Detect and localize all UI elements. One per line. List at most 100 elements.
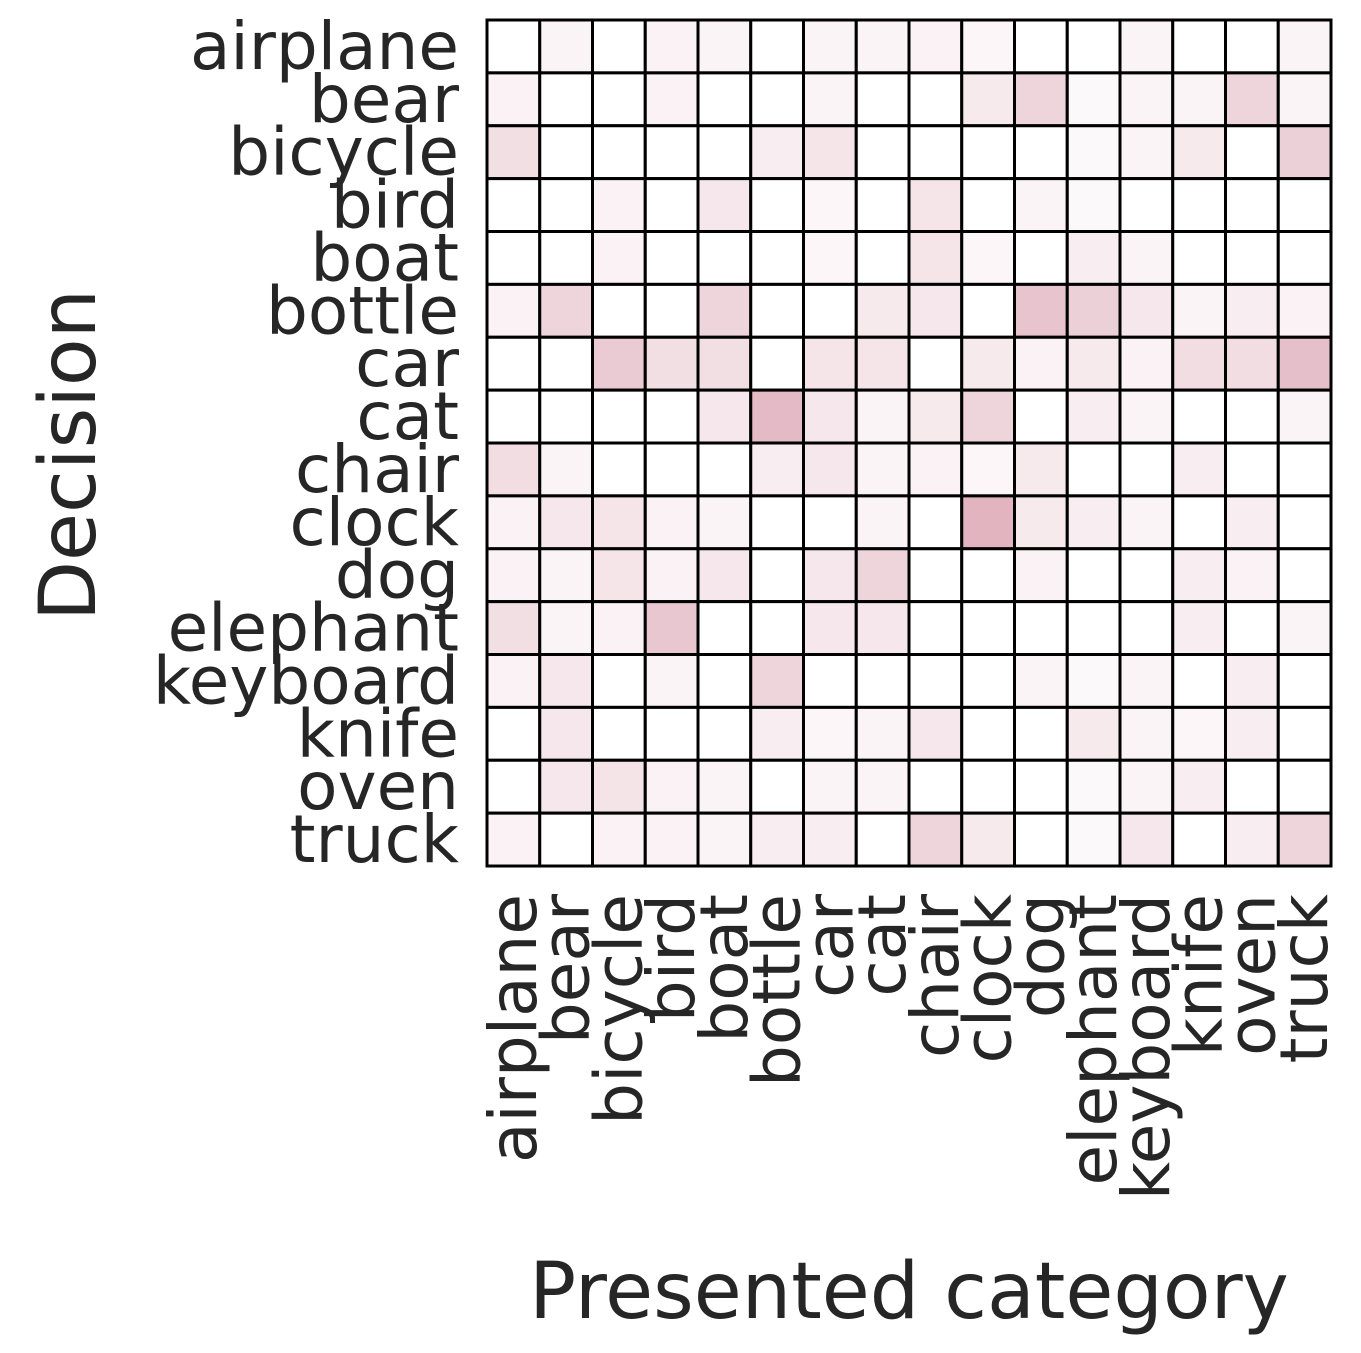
heatmap-cell-car-bird [643,335,700,392]
heatmap-cell-bicycle-knife [1171,124,1227,181]
x-tick-label-cat: cat [844,894,921,997]
heatmap-cell-cat-airplane [485,388,542,445]
heatmap-cell-car-bear [538,335,594,392]
heatmap-cell-elephant-clock [960,600,1016,657]
heatmap-cell-bird-cat [854,177,911,234]
heatmap-cell-car-truck [1276,335,1333,392]
x-tick-label-bear: bear [528,893,605,1044]
x-tick-label-clock: clock [950,893,1027,1063]
heatmap-cell-boat-bear [538,230,594,286]
heatmap-cell-chair-keyboard [1118,441,1175,498]
heatmap-cell-bird-bottle [749,177,805,234]
heatmap-cell-bicycle-boat [696,124,753,181]
heatmap-cell-truck-bottle [749,811,805,868]
y-tick-label-airplane: airplane [190,8,459,85]
heatmap-cell-bottle-oven [1224,282,1280,339]
heatmap-cell-dog-bicycle [591,547,647,604]
heatmap-cells [485,18,1333,868]
heatmap-cell-boat-elephant [1065,230,1122,286]
x-tick-label-bird: bird [633,894,710,1022]
heatmap-cell-cat-bear [538,388,594,445]
heatmap-cell-dog-knife [1171,547,1227,604]
heatmap-cell-knife-keyboard [1118,705,1175,762]
heatmap-cell-bear-knife [1171,71,1227,128]
heatmap-cell-dog-elephant [1065,547,1122,604]
heatmap-cell-knife-elephant [1065,705,1122,762]
heatmap-cell-truck-bicycle [591,811,647,868]
heatmap-cell-bottle-cat [854,282,911,339]
heatmap-cell-cat-oven [1224,388,1280,445]
heatmap-cell-bottle-dog [1013,282,1069,339]
heatmap-cell-cat-cat [854,388,911,445]
heatmap-cell-truck-boat [696,811,753,868]
y-tick-label-knife: knife [297,695,459,772]
heatmap-cell-elephant-chair [907,600,964,657]
heatmap-cell-truck-chair [907,811,964,868]
heatmap-cell-keyboard-truck [1276,653,1333,709]
heatmap-cell-bird-oven [1224,177,1280,234]
heatmap-cell-bicycle-bear [538,124,594,181]
heatmap-cell-cat-dog [1013,388,1069,445]
heatmap-cell-oven-cat [854,758,911,815]
heatmap-cell-oven-bear [538,758,594,815]
y-tick-label-clock: clock [289,484,459,561]
heatmap-cell-cat-clock [960,388,1016,445]
heatmap-cell-clock-oven [1224,494,1280,551]
heatmap-cell-airplane-truck [1276,18,1333,75]
x-tick-label-boat: boat [686,894,763,1043]
y-tick-label-elephant: elephant [168,590,459,667]
heatmap-cell-bicycle-airplane [485,124,542,181]
heatmap-cell-boat-truck [1276,230,1333,286]
y-tick-labels: airplanebearbicyclebirdboatbottlecarcatc… [153,8,460,878]
heatmap-cell-keyboard-car [802,653,858,709]
heatmap-cell-keyboard-clock [960,653,1016,709]
heatmap-cell-elephant-cat [854,600,911,657]
heatmap-cell-clock-clock [960,494,1016,551]
heatmap-cell-truck-cat [854,811,911,868]
heatmap-cell-knife-truck [1276,705,1333,762]
heatmap-cell-bottle-bear [538,282,594,339]
heatmap-cell-bear-oven [1224,71,1280,128]
heatmap-cell-car-elephant [1065,335,1122,392]
heatmap-cell-knife-clock [960,705,1016,762]
heatmap-cell-airplane-knife [1171,18,1227,75]
heatmap-cell-dog-bird [643,547,700,604]
heatmap-cell-elephant-knife [1171,600,1227,657]
heatmap-cell-knife-knife [1171,705,1227,762]
heatmap-cell-airplane-bird [643,18,700,75]
heatmap-cell-cat-car [802,388,858,445]
heatmap-cell-clock-chair [907,494,964,551]
heatmap-cell-elephant-car [802,600,858,657]
heatmap-cell-elephant-airplane [485,600,542,657]
heatmap-cell-keyboard-bird [643,653,700,709]
heatmap-cell-truck-car [802,811,858,868]
heatmap-cell-keyboard-chair [907,653,964,709]
heatmap-cell-knife-airplane [485,705,542,762]
y-tick-label-truck: truck [290,801,460,878]
heatmap-cell-truck-dog [1013,811,1069,868]
heatmap-cell-keyboard-knife [1171,653,1227,709]
heatmap-cell-dog-cat [854,547,911,604]
heatmap-cell-knife-bird [643,705,700,762]
heatmap-cell-dog-airplane [485,547,542,604]
y-tick-label-oven: oven [297,748,459,825]
x-tick-label-car: car [791,893,868,998]
heatmap-cell-bird-bicycle [591,177,647,234]
heatmap-cell-cat-knife [1171,388,1227,445]
heatmap-cell-chair-bicycle [591,441,647,498]
heatmap-cell-knife-boat [696,705,753,762]
heatmap-cell-elephant-bicycle [591,600,647,657]
heatmap-cell-knife-dog [1013,705,1069,762]
y-tick-label-chair: chair [295,431,460,508]
heatmap-cell-cat-bottle [749,388,805,445]
heatmap-cell-oven-truck [1276,758,1333,815]
heatmap-cell-airplane-car [802,18,858,75]
heatmap-cell-chair-elephant [1065,441,1122,498]
heatmap-cell-dog-boat [696,547,753,604]
heatmap-cell-bear-truck [1276,71,1333,128]
heatmap-cell-clock-car [802,494,858,551]
heatmap-cell-oven-knife [1171,758,1227,815]
heatmap-cell-oven-bird [643,758,700,815]
y-tick-label-keyboard: keyboard [153,642,459,719]
y-tick-label-dog: dog [335,537,459,614]
